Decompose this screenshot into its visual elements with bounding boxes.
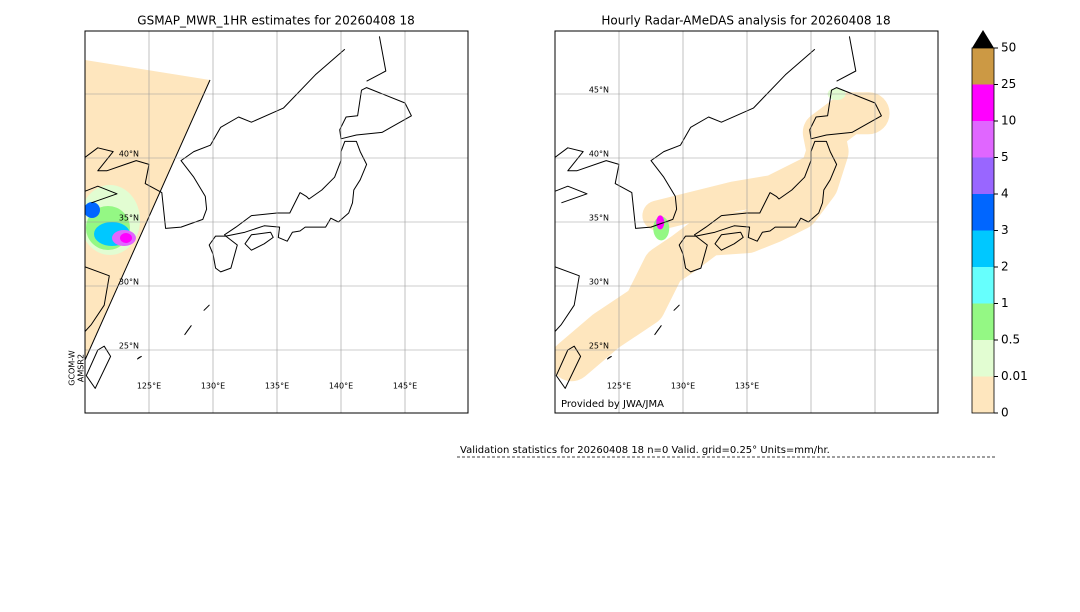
- colorbar-label: 2: [1001, 260, 1009, 274]
- lat-label: 35°N: [119, 214, 139, 223]
- colorbar-label: 0.01: [1001, 369, 1028, 383]
- colorbar-label: 10: [1001, 114, 1016, 128]
- colorbar-label: 50: [1001, 41, 1016, 55]
- coastline: [694, 140, 838, 242]
- coastline: [85, 345, 112, 389]
- rain-area: [656, 215, 665, 230]
- left-frame: [84, 30, 469, 414]
- colorbar-label: 4: [1001, 187, 1009, 201]
- coastline: [836, 36, 857, 82]
- rain-area: [85, 60, 210, 360]
- coastline: [673, 304, 680, 311]
- coastline: [714, 231, 744, 251]
- footer: Validation statistics for 20260408 18 n=…: [460, 445, 830, 456]
- credit: Provided by JWA/JMA: [561, 399, 664, 410]
- coastline: [224, 140, 368, 242]
- lon-label: 135°E: [265, 382, 289, 391]
- right-frame: [554, 30, 939, 414]
- colorbar-segment: [972, 121, 994, 158]
- coastline: [203, 304, 210, 311]
- colorbar-label: 1: [1001, 296, 1009, 310]
- coastline: [678, 235, 708, 273]
- colorbar-segment: [972, 230, 994, 267]
- colorbar-segment: [972, 157, 994, 194]
- rain-area: [85, 202, 100, 218]
- lat-label: 35°N: [589, 214, 609, 223]
- satellite-label: AMSR2: [77, 354, 86, 382]
- coastline: [555, 345, 582, 389]
- lon-label: 145°E: [393, 382, 417, 391]
- colorbar-extend: [972, 30, 994, 48]
- lat-label: 25°N: [589, 342, 609, 351]
- colorbar-segment: [972, 303, 994, 340]
- lon-label: 130°E: [671, 382, 695, 391]
- coastline: [208, 235, 238, 273]
- lat-label: 25°N: [119, 342, 139, 351]
- coastline: [555, 266, 580, 333]
- lat-label: 30°N: [589, 278, 609, 287]
- lat-label: 40°N: [589, 150, 609, 159]
- coastline: [184, 325, 192, 336]
- colorbar-segment: [972, 340, 994, 377]
- lat-label: 40°N: [119, 150, 139, 159]
- lat-label: 30°N: [119, 278, 139, 287]
- colorbar-label: 5: [1001, 150, 1009, 164]
- coastline: [85, 266, 110, 333]
- coastline: [654, 325, 662, 336]
- lon-label: 135°E: [735, 382, 759, 391]
- left-title: GSMAP_MWR_1HR estimates for 20260408 18: [137, 14, 414, 28]
- colorbar: 0 0.01 0.5 1 2 3 4 5 10 25 50: [971, 30, 1028, 420]
- colorbar-label: 0.5: [1001, 333, 1020, 347]
- right-title: Hourly Radar-AMeDAS analysis for 2026040…: [601, 14, 890, 28]
- coastline: [85, 48, 346, 229]
- colorbar-segment: [972, 376, 994, 413]
- rain-area: [642, 155, 826, 231]
- colorbar-label: 3: [1001, 223, 1009, 237]
- satellite-label: GCOM-W: [68, 350, 77, 386]
- lat-label: 45°N: [589, 86, 609, 95]
- lon-label: 125°E: [137, 382, 161, 391]
- coastline: [244, 231, 274, 251]
- coastline: [809, 87, 882, 140]
- lon-label: 130°E: [201, 382, 225, 391]
- lon-label: 125°E: [607, 382, 631, 391]
- coastline: [339, 87, 412, 140]
- coastline: [555, 48, 816, 229]
- colorbar-segment: [972, 267, 994, 304]
- swath-edge: [85, 79, 211, 361]
- right-map: [555, 31, 938, 413]
- colorbar-label: 25: [1001, 77, 1016, 91]
- left-map: [85, 31, 468, 413]
- colorbar-segment: [972, 84, 994, 121]
- rain-area: [120, 233, 132, 243]
- coastline: [607, 355, 612, 360]
- colorbar-segment: [972, 48, 994, 85]
- coastline: [366, 36, 387, 82]
- colorbar-segment: [972, 194, 994, 231]
- colorbar-label: 0: [1001, 406, 1009, 420]
- lon-label: 140°E: [329, 382, 353, 391]
- coastline: [137, 355, 142, 360]
